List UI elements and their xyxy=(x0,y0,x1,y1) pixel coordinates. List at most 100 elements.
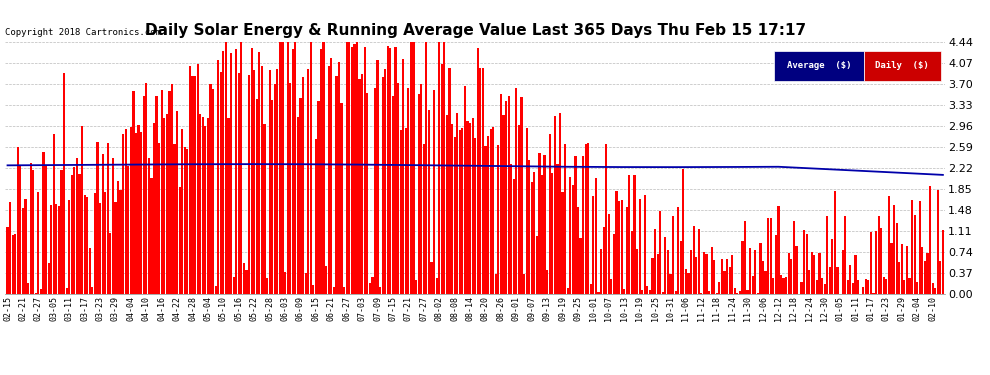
Bar xyxy=(96,142,99,294)
Bar xyxy=(500,93,502,294)
Bar xyxy=(526,128,528,294)
Bar xyxy=(181,129,183,294)
Bar xyxy=(785,278,787,294)
Bar xyxy=(160,90,162,294)
Bar xyxy=(656,254,658,294)
Bar xyxy=(30,164,32,294)
Bar xyxy=(299,98,302,294)
Bar xyxy=(158,143,160,294)
Bar xyxy=(548,134,550,294)
Bar xyxy=(35,293,37,294)
Bar xyxy=(824,285,826,294)
Bar xyxy=(250,48,252,294)
Bar xyxy=(654,229,656,294)
Bar xyxy=(120,190,122,294)
Bar xyxy=(639,199,641,294)
Bar xyxy=(642,290,644,294)
Bar xyxy=(55,204,57,294)
Bar xyxy=(634,175,636,294)
Bar xyxy=(155,96,157,294)
Bar xyxy=(808,270,811,294)
Bar xyxy=(597,292,600,294)
Bar xyxy=(801,282,803,294)
Bar xyxy=(12,234,14,294)
Bar xyxy=(273,84,276,294)
Bar xyxy=(621,201,623,294)
Bar xyxy=(534,172,536,294)
Bar xyxy=(700,293,703,294)
Bar xyxy=(379,287,381,294)
Bar xyxy=(281,39,283,294)
Bar xyxy=(178,187,181,294)
Bar xyxy=(482,68,484,294)
Bar xyxy=(189,66,191,294)
Bar xyxy=(716,293,718,294)
Bar xyxy=(484,146,486,294)
Bar xyxy=(294,39,296,294)
Bar xyxy=(749,248,751,294)
Bar xyxy=(536,236,538,294)
Bar xyxy=(143,96,145,294)
Bar xyxy=(70,175,73,294)
Bar xyxy=(210,84,212,294)
Bar xyxy=(117,180,119,294)
Bar xyxy=(397,82,399,294)
Bar xyxy=(65,288,67,294)
Bar xyxy=(350,47,353,294)
Bar xyxy=(230,53,233,294)
Bar xyxy=(14,234,16,294)
Bar xyxy=(718,282,721,294)
Bar xyxy=(223,51,225,294)
Bar xyxy=(336,76,338,294)
Bar xyxy=(439,39,441,294)
Bar xyxy=(150,178,152,294)
Bar xyxy=(541,175,544,294)
Bar xyxy=(803,230,805,294)
Bar xyxy=(115,202,117,294)
Bar xyxy=(258,52,260,294)
Bar xyxy=(863,51,940,81)
Bar xyxy=(829,267,831,294)
Bar xyxy=(148,158,149,294)
Bar xyxy=(819,253,821,294)
Bar xyxy=(664,237,666,294)
Bar xyxy=(471,118,474,294)
Bar xyxy=(271,100,273,294)
Bar xyxy=(742,241,743,294)
Bar xyxy=(605,144,607,294)
Bar xyxy=(448,68,450,294)
Bar xyxy=(508,96,510,294)
Bar xyxy=(173,144,175,294)
Bar xyxy=(556,164,558,294)
Bar xyxy=(849,265,851,294)
Bar xyxy=(344,287,346,294)
Bar xyxy=(307,69,309,294)
Bar xyxy=(864,279,867,294)
Bar xyxy=(341,104,343,294)
Bar xyxy=(659,211,661,294)
Bar xyxy=(441,64,443,294)
Bar xyxy=(669,274,671,294)
Bar xyxy=(225,39,227,294)
Bar xyxy=(811,252,813,294)
Bar xyxy=(832,239,834,294)
Bar xyxy=(276,69,278,294)
Bar xyxy=(875,231,877,294)
Bar xyxy=(644,195,645,294)
Bar xyxy=(456,113,458,294)
Bar xyxy=(551,173,553,294)
Bar xyxy=(629,176,631,294)
Bar xyxy=(248,75,250,294)
Bar xyxy=(355,39,358,294)
Bar xyxy=(292,49,294,294)
Bar xyxy=(721,260,723,294)
Bar xyxy=(885,279,887,294)
Bar xyxy=(171,84,173,294)
Bar xyxy=(489,129,492,294)
Bar xyxy=(152,123,155,294)
Bar xyxy=(528,160,531,294)
Bar xyxy=(361,74,363,294)
Bar xyxy=(510,164,512,294)
Bar xyxy=(782,278,785,294)
Bar xyxy=(451,124,453,294)
